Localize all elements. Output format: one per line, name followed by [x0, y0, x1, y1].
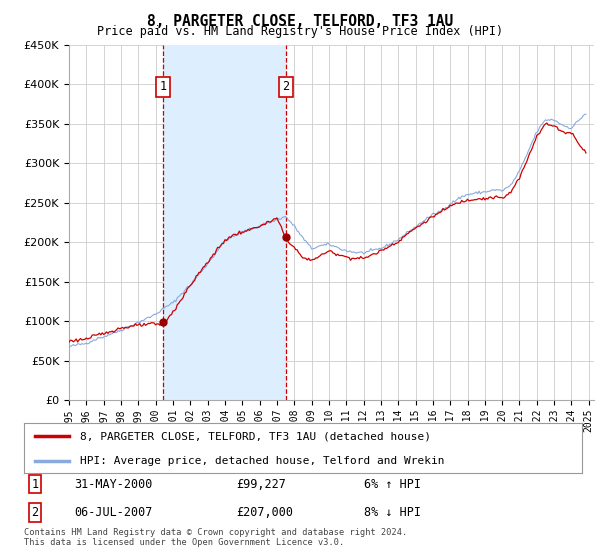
Text: HPI: Average price, detached house, Telford and Wrekin: HPI: Average price, detached house, Telf…	[80, 456, 444, 465]
Text: 1: 1	[160, 81, 166, 94]
Text: Price paid vs. HM Land Registry's House Price Index (HPI): Price paid vs. HM Land Registry's House …	[97, 25, 503, 38]
Text: 8, PARGETER CLOSE, TELFORD, TF3 1AU: 8, PARGETER CLOSE, TELFORD, TF3 1AU	[147, 14, 453, 29]
Text: 2: 2	[32, 506, 39, 519]
Text: £99,227: £99,227	[236, 478, 286, 491]
Text: 6% ↑ HPI: 6% ↑ HPI	[364, 478, 421, 491]
Text: 06-JUL-2007: 06-JUL-2007	[74, 506, 152, 519]
Text: 8, PARGETER CLOSE, TELFORD, TF3 1AU (detached house): 8, PARGETER CLOSE, TELFORD, TF3 1AU (det…	[80, 431, 431, 441]
Text: £207,000: £207,000	[236, 506, 293, 519]
Text: 1: 1	[32, 478, 39, 491]
Text: Contains HM Land Registry data © Crown copyright and database right 2024.
This d: Contains HM Land Registry data © Crown c…	[24, 528, 407, 547]
Text: 31-MAY-2000: 31-MAY-2000	[74, 478, 152, 491]
Text: 2: 2	[282, 81, 289, 94]
Bar	[163, 45, 286, 400]
Text: 8% ↓ HPI: 8% ↓ HPI	[364, 506, 421, 519]
